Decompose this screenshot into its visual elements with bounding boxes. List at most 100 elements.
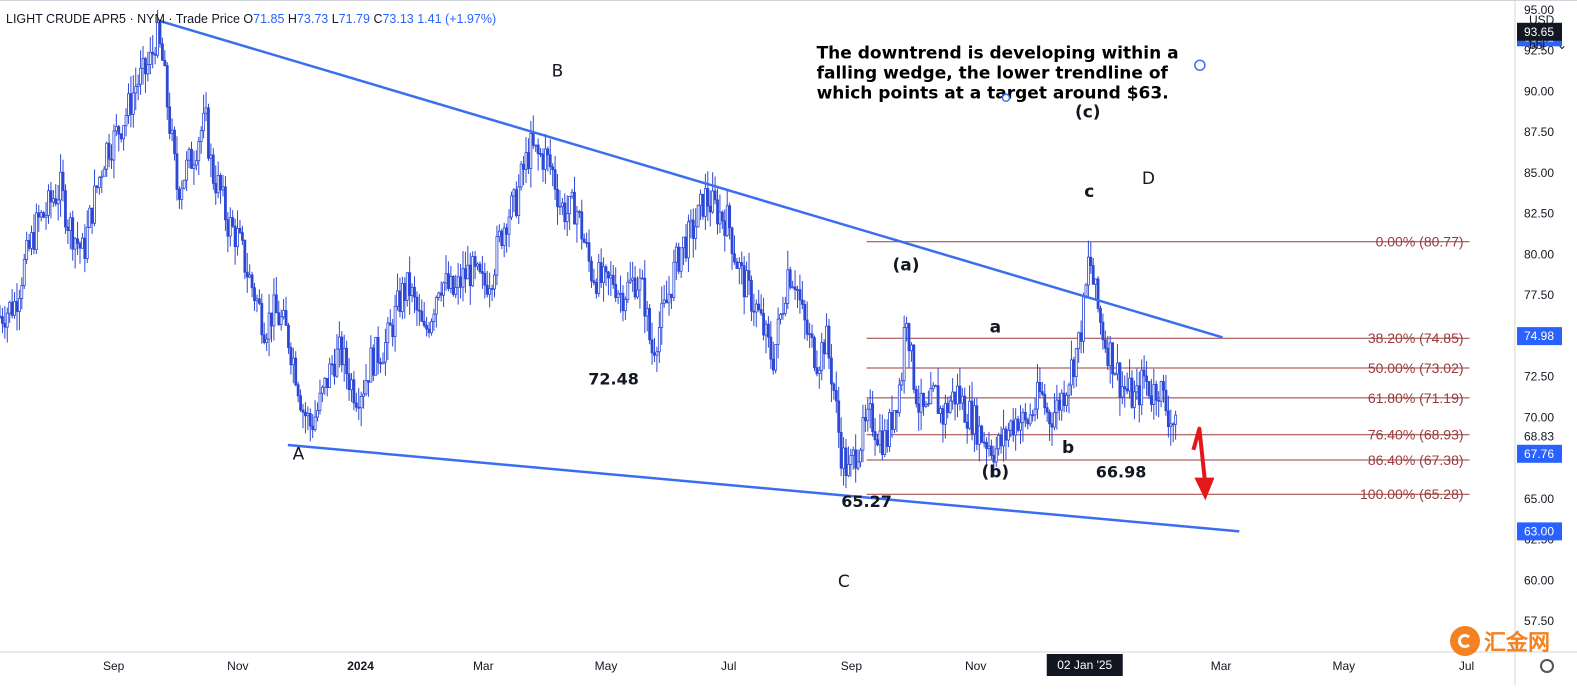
candle <box>863 404 867 432</box>
fib-level-label: 86.40% (67.38) <box>1368 452 1464 468</box>
candle-body <box>323 377 327 388</box>
candle-body <box>660 302 664 328</box>
candle <box>328 357 332 389</box>
candle <box>560 197 564 215</box>
candle-body <box>650 339 654 354</box>
candle <box>997 432 1001 456</box>
candle <box>742 256 746 315</box>
price-badge <box>1517 327 1562 346</box>
candle <box>64 184 67 235</box>
candle <box>924 400 928 408</box>
candle-body <box>1101 321 1105 341</box>
candle-body <box>1116 362 1119 375</box>
candle <box>602 257 605 302</box>
candle <box>265 333 269 351</box>
candle-body <box>459 276 462 288</box>
candle-body <box>34 212 38 250</box>
candle <box>262 322 266 345</box>
fib-level-label: 100.00% (65.28) <box>1360 486 1464 502</box>
candle-body <box>798 289 802 301</box>
candle <box>1118 361 1122 416</box>
candle <box>493 269 496 298</box>
candle-body <box>1123 386 1127 390</box>
candle <box>66 219 70 245</box>
candle <box>597 253 601 297</box>
lower-trendline <box>287 443 1240 533</box>
wave-label: c <box>1084 182 1094 202</box>
candle <box>813 335 816 372</box>
candle <box>1135 368 1139 400</box>
candle <box>505 223 509 253</box>
candle-body <box>403 283 407 301</box>
candle-body <box>1009 420 1013 431</box>
settings-icon[interactable] <box>1540 659 1554 673</box>
candle-body <box>1096 278 1100 309</box>
candle-body <box>267 312 271 340</box>
candle <box>902 315 906 394</box>
candle <box>294 351 298 387</box>
candle <box>711 172 715 214</box>
currency-selector[interactable]: USD <box>1523 9 1573 31</box>
candle <box>733 235 736 265</box>
candle-body <box>5 312 9 328</box>
candle <box>1014 408 1018 451</box>
candle-body <box>973 405 976 435</box>
candle-body <box>573 191 576 225</box>
candle <box>393 294 397 352</box>
candle-body <box>112 130 116 161</box>
candle <box>350 373 353 402</box>
candle <box>471 251 475 287</box>
candle-body <box>548 154 552 168</box>
candle-body <box>703 188 707 217</box>
candle-body <box>473 256 477 267</box>
candle <box>114 114 118 137</box>
candle-body <box>151 51 155 55</box>
candle-body <box>781 312 785 315</box>
candle-body <box>110 158 113 161</box>
candle <box>410 283 414 303</box>
candle <box>968 385 971 431</box>
candle <box>221 174 225 197</box>
wave-label: 66.98 <box>1096 463 1147 482</box>
candle-body <box>960 395 964 404</box>
candle-body <box>1086 256 1090 286</box>
candle <box>737 257 741 285</box>
candle-body <box>859 449 862 463</box>
candle <box>880 414 884 461</box>
candle <box>815 350 819 377</box>
candle <box>1036 364 1039 420</box>
candle <box>335 334 339 378</box>
candle-body <box>834 390 838 402</box>
candle <box>817 366 821 389</box>
candle-body <box>902 327 906 382</box>
candle-body <box>347 373 351 391</box>
candle-body <box>1070 359 1073 386</box>
candle-body <box>854 449 858 469</box>
candle <box>22 254 26 289</box>
y-tick-label: 72.50 <box>1524 370 1554 384</box>
candle-body <box>757 303 761 310</box>
candle <box>1065 392 1068 413</box>
candle-body <box>735 261 739 269</box>
candle <box>1077 331 1081 363</box>
candle <box>779 313 782 325</box>
candle <box>1011 407 1015 442</box>
candle <box>633 266 637 300</box>
candle-body <box>832 383 836 391</box>
candle <box>689 209 693 239</box>
candle-body <box>44 214 48 218</box>
candle-body <box>1166 410 1170 428</box>
candle <box>81 232 84 249</box>
candle <box>464 251 467 294</box>
symbol-name[interactable]: LIGHT CRUDE APR5 <box>6 12 126 26</box>
candle <box>667 276 671 316</box>
candle <box>1028 403 1032 427</box>
fib-level-label: 50.00% (73.02) <box>1368 360 1464 376</box>
unit-selector[interactable]: bbl ⌄ <box>1523 34 1573 56</box>
candle <box>1142 355 1146 389</box>
candle-body <box>396 290 399 307</box>
candle <box>556 174 559 225</box>
candle-body <box>71 217 75 250</box>
